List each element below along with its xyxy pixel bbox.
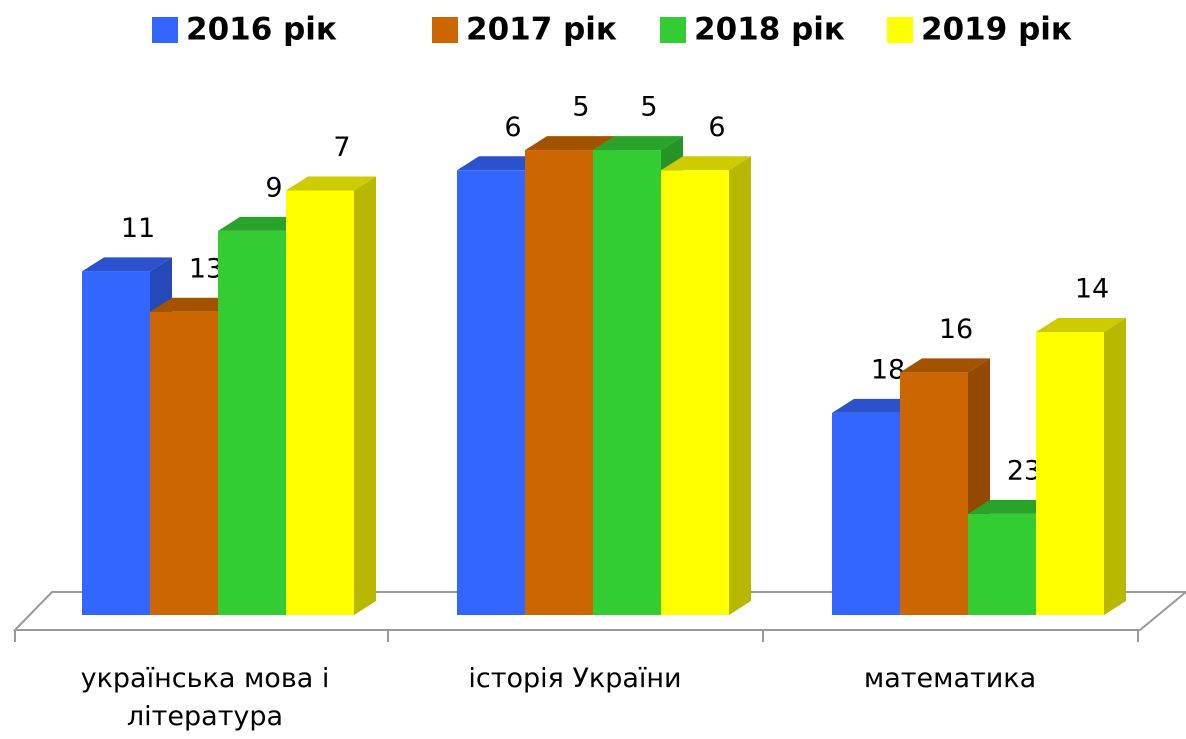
bar-top — [900, 358, 990, 373]
value-label: 7 — [333, 132, 350, 163]
value-label: 16 — [939, 314, 973, 345]
value-label: 5 — [640, 92, 657, 123]
bar-top — [218, 216, 308, 231]
bar-top — [525, 136, 615, 151]
legend-label: 2019 рік — [921, 12, 1072, 48]
bar — [593, 150, 661, 616]
bar — [968, 513, 1036, 615]
bar — [82, 271, 150, 615]
bar — [218, 230, 286, 615]
x-tick-label: українська мова і література — [80, 663, 330, 732]
legend-swatch — [887, 17, 913, 43]
legend-swatch — [432, 17, 458, 43]
bar — [457, 170, 525, 616]
bar-side — [354, 176, 376, 615]
value-label: 13 — [189, 253, 223, 284]
bar-top — [1036, 318, 1126, 332]
legend-label: 2016 рік — [186, 12, 337, 48]
bar-top — [593, 136, 683, 151]
value-label: 11 — [121, 213, 155, 244]
value-label: 23 — [1007, 455, 1041, 486]
bar — [150, 311, 218, 615]
bar — [832, 412, 900, 615]
bar — [286, 190, 354, 615]
legend-label: 2017 рік — [466, 12, 617, 48]
value-label: 5 — [572, 92, 589, 123]
bar — [525, 150, 593, 616]
x-tick-label: історія України — [468, 663, 682, 694]
bar — [1036, 332, 1104, 615]
bar-top — [832, 398, 922, 413]
bar-top — [457, 156, 547, 171]
value-label: 6 — [504, 112, 521, 143]
bar-top — [661, 156, 751, 171]
legend-swatch — [152, 17, 178, 43]
value-label: 14 — [1075, 274, 1109, 305]
legend-swatch — [660, 17, 686, 43]
bar — [661, 170, 729, 616]
value-label: 18 — [871, 354, 905, 385]
bar-top — [82, 257, 172, 272]
bar-side — [1104, 318, 1126, 615]
bar — [900, 372, 968, 615]
value-label: 9 — [265, 172, 282, 203]
bar-top — [286, 176, 376, 191]
bar-top — [150, 297, 240, 312]
value-label: 6 — [708, 112, 725, 143]
bar-top — [968, 499, 1058, 514]
x-tick-label: математика — [863, 663, 1037, 694]
legend-label: 2018 рік — [694, 12, 845, 48]
bar-side — [729, 156, 751, 616]
